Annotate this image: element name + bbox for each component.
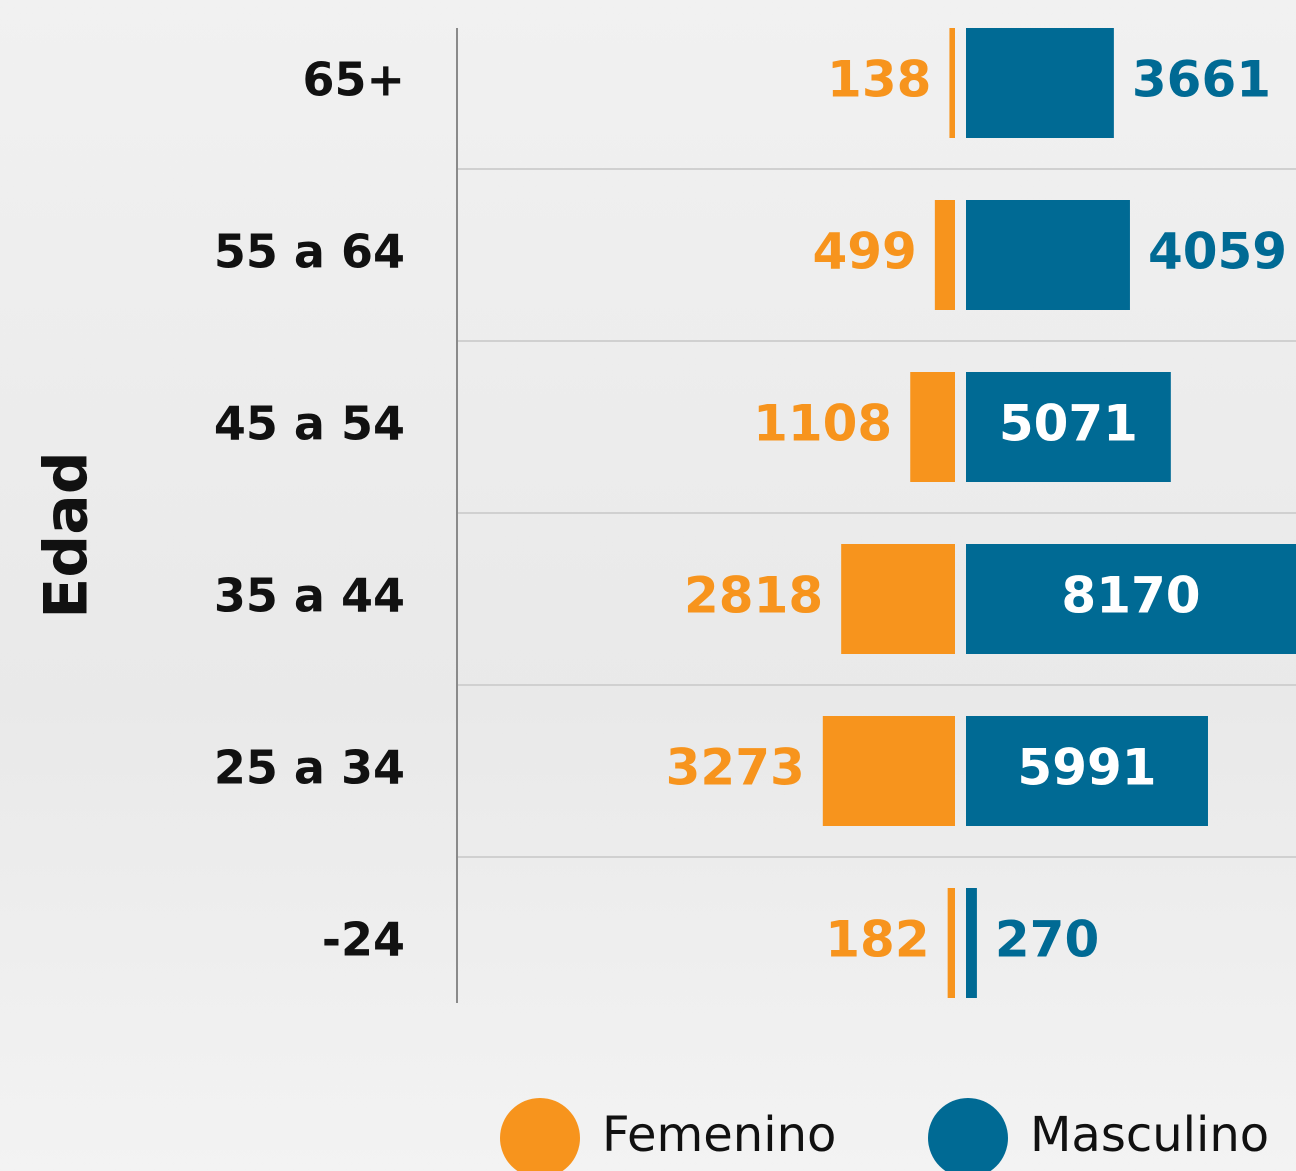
value-label: 182 [825, 911, 929, 969]
value-label: 3273 [666, 739, 805, 797]
bar [966, 28, 1114, 138]
value-label: 270 [995, 911, 1099, 969]
bar [910, 372, 955, 482]
bar [966, 716, 1208, 826]
bar [966, 888, 977, 998]
legend-label: Masculino [1030, 1107, 1269, 1163]
bar [934, 200, 955, 310]
value-label: 5071 [999, 395, 1138, 453]
value-label: 1108 [753, 395, 892, 453]
category-label: 65+ [302, 53, 405, 107]
category-label: -24 [322, 913, 405, 967]
y-axis-label: Edad [32, 451, 102, 618]
category-label: 25 a 34 [214, 741, 405, 795]
value-label: 5991 [1017, 739, 1156, 797]
bar [966, 372, 1171, 482]
legend-label: Femenino [602, 1107, 836, 1163]
bar [947, 888, 955, 998]
bar [841, 544, 955, 654]
category-label: 35 a 44 [214, 569, 405, 623]
legend-swatch [500, 1098, 580, 1171]
bar [949, 28, 955, 138]
value-label: 3661 [1132, 51, 1271, 109]
value-label: 138 [827, 51, 931, 109]
legend-swatch [928, 1098, 1008, 1171]
value-label: 2818 [684, 567, 823, 625]
bar [822, 716, 955, 826]
value-label: 8170 [1061, 567, 1200, 625]
bar [966, 544, 1296, 654]
category-label: 55 a 64 [214, 225, 405, 279]
bar [966, 200, 1130, 310]
value-label: 499 [812, 223, 916, 281]
category-label: 45 a 54 [214, 397, 405, 451]
value-label: 4059 [1148, 223, 1287, 281]
